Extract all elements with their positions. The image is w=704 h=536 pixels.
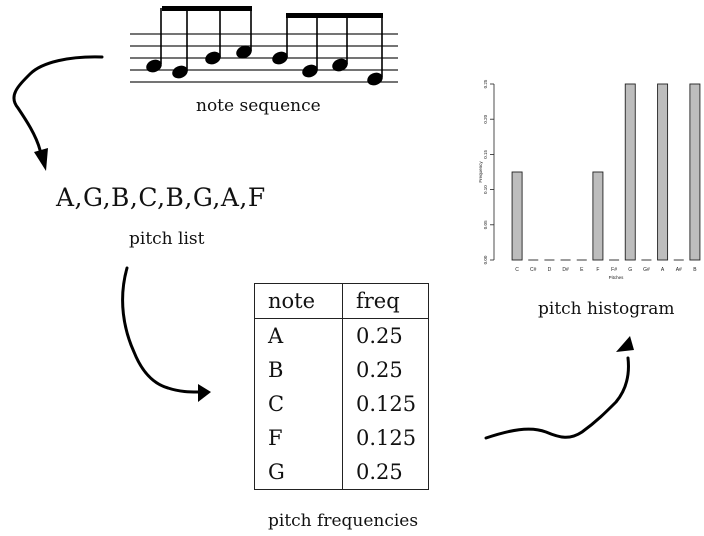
freq-cell: 0.125 — [341, 387, 430, 421]
staff-lines — [130, 33, 398, 83]
pitch-list-text: A,G,B,C,B,G,A,F — [56, 183, 266, 212]
pitch-frequencies-label: pitch frequencies — [268, 511, 419, 531]
histogram-bar — [689, 83, 701, 261]
x-tick-label: A — [661, 267, 665, 273]
note-head — [332, 58, 348, 72]
y-tick-label: 0.25 — [483, 79, 488, 88]
x-tick-label: D — [548, 267, 552, 273]
freq-cell: 0.125 — [341, 421, 430, 455]
table-row: F 0.125 — [254, 421, 430, 455]
y-tick-label: 0.00 — [483, 255, 488, 264]
pitch-list-label: pitch list — [129, 229, 205, 249]
histogram-bar — [624, 83, 636, 261]
table-header-row: note freq — [254, 283, 430, 319]
y-tick-label: 0.05 — [483, 220, 488, 229]
note-head — [272, 51, 288, 65]
x-tick-label: G — [628, 267, 632, 273]
pitch-frequency-table: note freq A 0.25 B 0.25 C 0.125 F 0.125 — [254, 283, 430, 490]
x-tick-label: D# — [562, 267, 569, 273]
x-tick-label: C# — [530, 267, 537, 273]
y-tick-label: 0.20 — [483, 114, 488, 123]
y-tick-label: 0.15 — [483, 150, 488, 159]
x-tick-label: F# — [611, 267, 617, 273]
note-stems — [160, 8, 383, 77]
arrow-table-to-histogram — [484, 336, 634, 440]
note-sequence-label: note sequence — [196, 96, 321, 116]
table-row: C 0.125 — [254, 387, 430, 421]
table-row: G 0.25 — [254, 455, 430, 490]
histogram-bar — [657, 83, 669, 261]
x-tick-label: F — [596, 267, 599, 273]
note-head — [236, 45, 252, 59]
note-head — [302, 64, 318, 78]
note-head — [172, 65, 188, 79]
note-cell: F — [254, 421, 343, 455]
table-row: B 0.25 — [254, 353, 430, 387]
freq-cell: 0.25 — [341, 318, 430, 353]
note-head — [146, 59, 162, 73]
x-tick-label: B — [693, 267, 697, 273]
freq-cell: 0.25 — [341, 455, 430, 490]
arrow-list-to-table — [121, 266, 211, 402]
beam-right — [286, 13, 383, 18]
arrow-staff-to-list — [12, 55, 104, 171]
noteheads — [146, 45, 383, 86]
x-tick-label: G# — [643, 267, 650, 273]
histogram-bar — [592, 171, 604, 261]
pitch-histogram-label: pitch histogram — [538, 299, 675, 319]
beam-left — [162, 6, 252, 11]
pitch-histogram-chart: 0.00 0.05 0.10 0.15 0.20 0.25 Frequency C C# D D# E… — [478, 79, 701, 280]
column-header-freq: freq — [341, 283, 430, 319]
table-row: A 0.25 — [254, 318, 430, 353]
note-head — [205, 51, 221, 65]
x-axis-label: Pitches — [609, 275, 625, 280]
note-cell: C — [254, 387, 343, 421]
note-cell: B — [254, 353, 343, 387]
y-tick-label: 0.10 — [483, 185, 488, 194]
y-axis-label: Frequency — [478, 161, 483, 183]
note-cell: A — [254, 318, 343, 353]
freq-cell: 0.25 — [341, 353, 430, 387]
x-tick-label: C — [515, 267, 519, 273]
x-tick-label: A# — [676, 267, 682, 273]
x-tick-label: E — [580, 267, 584, 273]
histogram-bar — [511, 171, 523, 261]
note-cell: G — [254, 455, 343, 490]
column-header-note: note — [254, 283, 343, 319]
note-head — [367, 72, 383, 86]
